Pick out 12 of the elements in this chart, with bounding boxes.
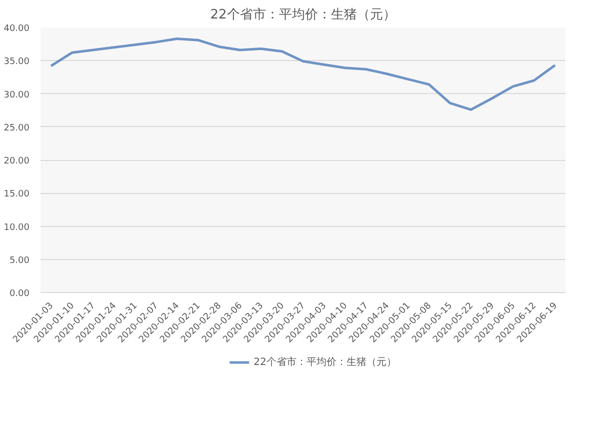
y-tick-label: 25.00: [4, 123, 30, 134]
line-series: [50, 38, 556, 111]
y-tick-label: 20.00: [4, 156, 30, 166]
y-tick-label: 35.00: [4, 57, 30, 68]
y-tick-label: 0.00: [9, 289, 30, 299]
y-tick-label: 15.00: [4, 190, 30, 200]
y-tick-label: 40.00: [4, 24, 30, 34]
chart-title: 22个省市：平均价：生猪（元）: [210, 8, 396, 22]
legend-label: 22个省市：平均价：生猪（元）: [254, 356, 396, 369]
y-tick-label: 30.00: [4, 90, 30, 100]
y-tick-label: 5.00: [9, 256, 30, 266]
y-tick-label: 10.00: [4, 222, 30, 233]
